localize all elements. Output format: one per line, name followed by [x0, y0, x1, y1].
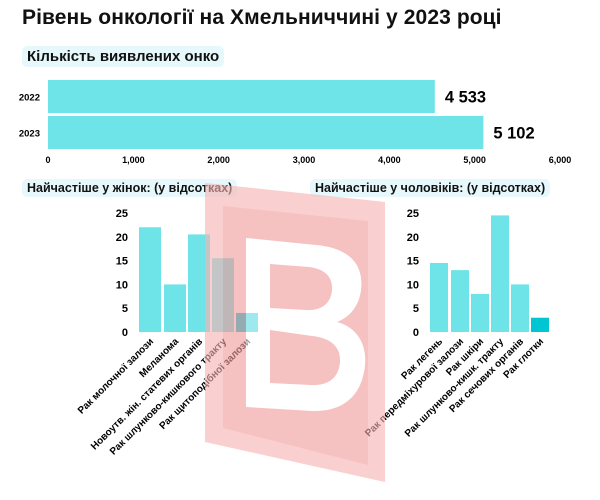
y-tick-label: 5 — [122, 303, 128, 315]
y-tick-label: 25 — [116, 208, 128, 220]
x-tick-label: 0 — [45, 155, 50, 165]
y-tick-label: 10 — [407, 279, 419, 291]
y-tick-label: 25 — [407, 208, 419, 220]
y-tick-label: 20 — [116, 232, 128, 244]
category-label: 2022 — [19, 93, 40, 104]
bar — [48, 80, 435, 113]
data-label: 5 102 — [493, 125, 534, 143]
y-tick-label: 0 — [413, 327, 419, 339]
y-tick-label: 5 — [413, 303, 419, 315]
total-chart-title: Кількість виявлених онко — [22, 46, 225, 67]
bar — [531, 317, 549, 332]
y-tick-label: 0 — [122, 327, 128, 339]
bar — [48, 116, 484, 149]
y-tick-label: 10 — [116, 279, 128, 291]
bar — [164, 284, 186, 332]
y-tick-label: 20 — [407, 232, 419, 244]
y-tick-label: 15 — [407, 256, 419, 268]
x-tick-label: 4,000 — [378, 155, 401, 165]
page-title: Рівень онкології на Хмельниччині у 2023 … — [22, 6, 502, 29]
data-label: 4 533 — [445, 89, 486, 107]
x-tick-label: 3,000 — [293, 155, 316, 165]
x-tick-label: 5,000 — [463, 155, 486, 165]
x-tick-label: 2,000 — [207, 155, 230, 165]
x-tick-label: 6,000 — [549, 155, 572, 165]
total-cases-chart: 2022 4 533 2023 5 102 0 1,000 2,000 3,000 4,000 5… — [19, 80, 572, 165]
y-tick-label: 15 — [116, 256, 128, 268]
bar — [139, 227, 161, 332]
bar — [471, 293, 489, 332]
bar — [188, 234, 210, 332]
bar — [430, 262, 448, 332]
bar — [511, 284, 529, 332]
women-chart-title: Найчастіше у жінок: (у відсотках) — [22, 179, 238, 197]
x-tick-label: 1,000 — [122, 155, 145, 165]
category-label: 2023 — [19, 129, 40, 140]
bar — [451, 270, 469, 332]
bar — [491, 215, 509, 332]
